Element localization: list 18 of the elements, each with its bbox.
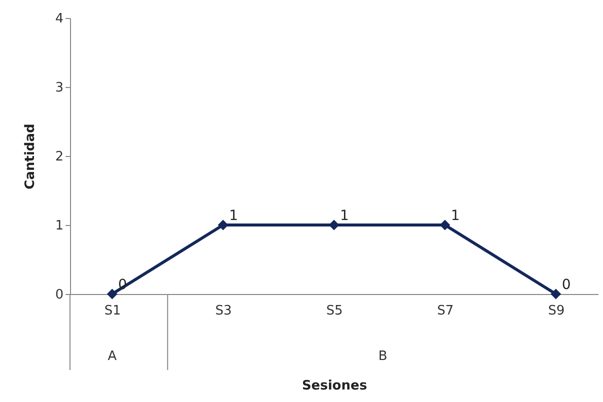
y-tick-label: 3 — [55, 80, 64, 96]
y-tick-label: 2 — [55, 150, 64, 164]
x-tick-label: S7 — [437, 304, 454, 318]
y-axis-title: Cantidad — [23, 124, 38, 190]
x-tick-label: S3 — [215, 304, 232, 318]
x-tick-label: S9 — [548, 304, 565, 318]
data-label: 1 — [229, 208, 238, 224]
text: B — [378, 349, 388, 364]
x-tick-label: S1 — [104, 304, 121, 318]
data-label: 1 — [340, 208, 349, 224]
data-label: 1 — [450, 208, 460, 224]
y-tick-label: 1 — [55, 218, 64, 234]
x-tick-label: S5 — [326, 304, 343, 318]
x-axis-title: Sesiones — [302, 378, 368, 394]
y-tick-label: 4 — [55, 12, 64, 26]
y-tick-label: 0 — [55, 288, 64, 302]
text: A — [108, 349, 117, 364]
data-label: 0 — [562, 277, 571, 293]
